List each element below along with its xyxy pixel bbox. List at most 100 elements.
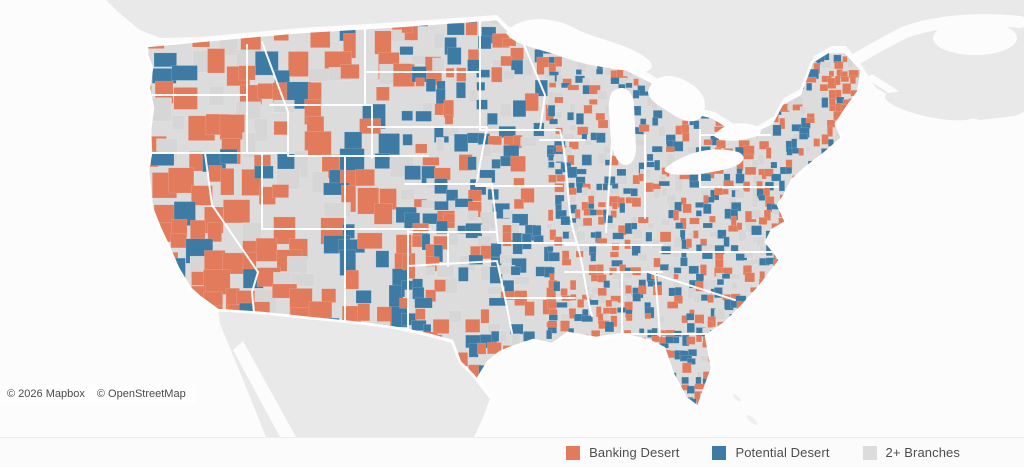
county-mark[interactable] [686,238,693,249]
county-mark[interactable] [693,120,700,130]
county-mark[interactable] [603,280,611,289]
county-mark[interactable] [672,250,680,258]
county-mark[interactable] [547,104,556,117]
county-mark[interactable] [653,257,661,268]
county-mark[interactable] [257,83,275,100]
county-mark[interactable] [763,209,771,221]
county-mark[interactable] [779,117,786,130]
county-mark[interactable] [399,297,408,309]
county-mark[interactable] [596,68,604,75]
county-mark[interactable] [771,173,782,182]
county-mark[interactable] [716,278,725,286]
county-mark[interactable] [556,302,568,308]
county-mark[interactable] [609,307,617,315]
county-mark[interactable] [467,189,482,202]
county-mark[interactable] [436,220,448,234]
county-mark[interactable] [532,225,542,237]
county-mark[interactable] [502,69,515,80]
county-mark[interactable] [546,147,554,156]
county-mark[interactable] [548,174,557,183]
county-mark[interactable] [632,293,641,302]
county-mark[interactable] [714,259,724,269]
county-mark[interactable] [805,145,811,152]
county-mark[interactable] [514,276,530,286]
county-mark[interactable] [500,55,513,67]
county-mark[interactable] [703,139,713,146]
county-mark[interactable] [730,244,739,254]
county-mark[interactable] [415,143,428,154]
county-mark[interactable] [638,173,644,182]
county-mark[interactable] [681,376,689,385]
county-mark[interactable] [466,210,479,222]
county-mark[interactable] [555,111,563,119]
county-mark[interactable] [569,222,580,231]
county-mark[interactable] [596,238,608,244]
county-mark[interactable] [568,141,579,150]
county-mark[interactable] [468,89,478,103]
county-mark[interactable] [743,145,755,156]
county-mark[interactable] [731,281,738,290]
county-mark[interactable] [646,161,655,168]
county-mark[interactable] [203,269,231,295]
county-mark[interactable] [751,225,762,236]
county-mark[interactable] [611,243,620,251]
county-mark[interactable] [707,243,716,250]
county-mark[interactable] [646,153,654,162]
county-mark[interactable] [689,217,700,225]
county-mark[interactable] [190,219,206,241]
county-mark[interactable] [242,132,257,159]
county-mark[interactable] [609,251,619,258]
county-mark[interactable] [654,159,661,171]
county-mark[interactable] [716,139,726,149]
legend-item-banking-desert[interactable]: Banking Desert [566,445,679,460]
county-mark[interactable] [652,117,659,126]
county-mark[interactable] [568,124,577,132]
county-mark[interactable] [560,320,570,332]
county-mark[interactable] [673,273,679,280]
county-mark[interactable] [723,236,730,247]
county-mark[interactable] [498,330,508,343]
county-mark[interactable] [432,319,450,334]
county-mark[interactable] [513,198,524,210]
county-mark[interactable] [520,188,535,203]
county-mark[interactable] [560,216,571,226]
county-mark[interactable] [548,161,555,168]
county-mark[interactable] [273,216,296,245]
county-mark[interactable] [502,38,517,47]
county-mark[interactable] [590,252,597,262]
county-mark[interactable] [392,29,405,42]
county-mark[interactable] [255,237,278,262]
county-mark[interactable] [433,33,445,49]
county-mark[interactable] [549,229,557,241]
county-mark[interactable] [689,180,700,188]
county-mark[interactable] [168,167,195,194]
county-mark[interactable] [374,153,390,169]
county-mark[interactable] [304,131,332,157]
county-mark[interactable] [630,188,638,197]
county-mark[interactable] [828,98,836,107]
county-mark[interactable] [735,190,745,199]
county-mark[interactable] [798,147,804,156]
county-mark[interactable] [554,236,563,247]
county-mark[interactable] [661,187,668,197]
county-mark[interactable] [842,83,852,95]
county-mark[interactable] [443,125,460,137]
county-mark[interactable] [477,35,492,50]
county-mark[interactable] [597,119,609,129]
county-mark[interactable] [686,313,695,321]
county-mark[interactable] [402,254,412,271]
county-mark[interactable] [467,156,477,171]
county-mark[interactable] [553,153,564,162]
county-mark[interactable] [687,349,698,357]
county-mark[interactable] [220,168,235,196]
county-mark[interactable] [524,301,535,316]
county-mark[interactable] [581,133,588,140]
county-mark[interactable] [323,202,351,218]
county-mark[interactable] [568,195,577,204]
county-mark[interactable] [465,319,481,333]
county-mark[interactable] [688,265,699,275]
county-mark[interactable] [207,222,222,243]
county-mark[interactable] [567,112,574,121]
county-mark[interactable] [799,106,807,116]
county-mark[interactable] [424,266,436,276]
